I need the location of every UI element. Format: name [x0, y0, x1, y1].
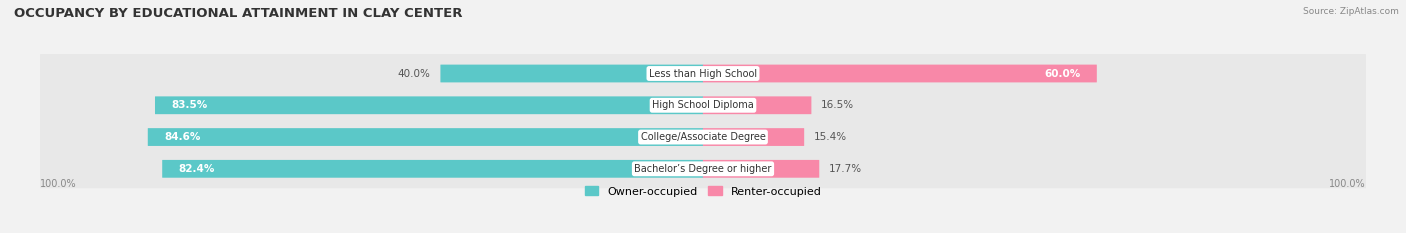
- FancyBboxPatch shape: [39, 86, 1367, 125]
- FancyBboxPatch shape: [155, 96, 703, 114]
- Text: 16.5%: 16.5%: [821, 100, 855, 110]
- Text: 60.0%: 60.0%: [1045, 69, 1080, 79]
- Text: 84.6%: 84.6%: [165, 132, 201, 142]
- FancyBboxPatch shape: [440, 65, 703, 82]
- Text: 17.7%: 17.7%: [830, 164, 862, 174]
- Text: 100.0%: 100.0%: [1329, 179, 1365, 189]
- FancyBboxPatch shape: [162, 160, 703, 178]
- Text: Source: ZipAtlas.com: Source: ZipAtlas.com: [1303, 7, 1399, 16]
- Text: Bachelor’s Degree or higher: Bachelor’s Degree or higher: [634, 164, 772, 174]
- FancyBboxPatch shape: [148, 128, 703, 146]
- Text: 40.0%: 40.0%: [398, 69, 430, 79]
- Text: OCCUPANCY BY EDUCATIONAL ATTAINMENT IN CLAY CENTER: OCCUPANCY BY EDUCATIONAL ATTAINMENT IN C…: [14, 7, 463, 20]
- Text: College/Associate Degree: College/Associate Degree: [641, 132, 765, 142]
- FancyBboxPatch shape: [39, 149, 1367, 188]
- Legend: Owner-occupied, Renter-occupied: Owner-occupied, Renter-occupied: [585, 186, 821, 197]
- FancyBboxPatch shape: [703, 160, 820, 178]
- Text: 15.4%: 15.4%: [814, 132, 846, 142]
- Text: High School Diploma: High School Diploma: [652, 100, 754, 110]
- FancyBboxPatch shape: [39, 118, 1367, 157]
- FancyBboxPatch shape: [703, 96, 811, 114]
- FancyBboxPatch shape: [703, 65, 1097, 82]
- Text: Less than High School: Less than High School: [650, 69, 756, 79]
- Text: 100.0%: 100.0%: [41, 179, 77, 189]
- Text: 83.5%: 83.5%: [172, 100, 208, 110]
- FancyBboxPatch shape: [703, 128, 804, 146]
- Text: 82.4%: 82.4%: [179, 164, 215, 174]
- FancyBboxPatch shape: [39, 54, 1367, 93]
